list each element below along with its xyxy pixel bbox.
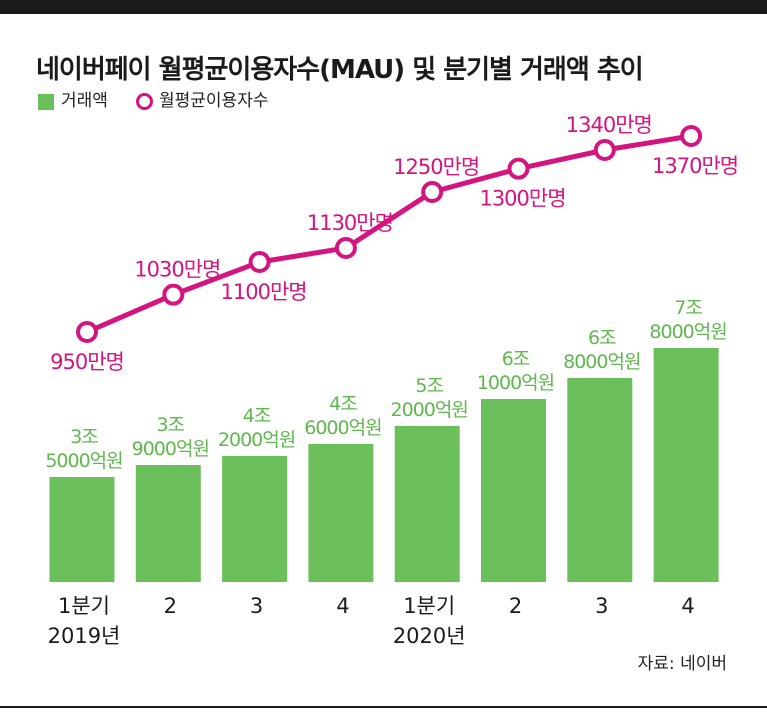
x-tick-label: 2 [509, 594, 522, 618]
x-tick-label: 1분기 2020년 [393, 594, 466, 648]
mau-point-8 [680, 125, 703, 147]
chart-title: 네이버페이 월평균이용자수(MAU) 및 분기별 거래액 추이 [36, 55, 644, 85]
bottom-rule [0, 706, 767, 708]
top-rule [0, 0, 767, 14]
mau-line [86, 133, 692, 335]
bar-value-label: 4조 2000억원 [218, 405, 295, 451]
source-note: 자료: 네이버 [637, 654, 727, 674]
legend-line-label: 월평균이용자수 [159, 91, 269, 111]
bar-1 [49, 477, 115, 582]
x-tick-label: 3 [595, 594, 608, 618]
x-tick-label: 2 [164, 594, 177, 618]
x-tick-label: 3 [250, 594, 263, 618]
bar-value-label: 6조 1000억원 [477, 348, 554, 394]
x-tick-label: 4 [681, 594, 694, 618]
bar-3 [222, 456, 288, 582]
bar-5 [394, 426, 460, 582]
mau-value-label: 1370만명 [652, 154, 738, 178]
mau-value-label: 1130만명 [307, 211, 393, 235]
legend-bar-swatch [38, 94, 54, 110]
mau-point-4 [334, 237, 357, 259]
bar-value-label: 7조 8000억원 [649, 297, 726, 343]
mau-value-label: 950만명 [50, 350, 124, 374]
mau-value-label: 1340만명 [566, 113, 652, 137]
bar-4 [308, 444, 374, 582]
bar-value-label: 5조 2000억원 [391, 375, 468, 421]
mau-value-label: 1030만명 [134, 258, 220, 282]
mau-value-label: 1100만명 [221, 280, 307, 304]
bar-6 [481, 399, 546, 582]
bar-value-label: 6조 8000억원 [563, 327, 640, 373]
bar-7 [567, 378, 633, 582]
mau-point-7 [593, 139, 616, 161]
mau-value-label: 1250만명 [393, 155, 479, 179]
mau-point-3 [248, 251, 271, 273]
mau-point-1 [76, 321, 98, 343]
bar-value-label: 4조 6000억원 [304, 393, 381, 439]
mau-value-label: 1300만명 [479, 187, 565, 211]
x-tick-label: 4 [336, 594, 349, 618]
legend-bar-label: 거래액 [61, 91, 108, 111]
legend-line-swatch [136, 93, 153, 110]
bar-2 [135, 465, 201, 582]
bar-value-label: 3조 9000억원 [132, 414, 209, 460]
bar-8 [653, 348, 719, 582]
mau-point-5 [421, 181, 444, 203]
x-tick-label: 1분기 2019년 [48, 594, 121, 648]
bar-value-label: 3조 5000억원 [45, 426, 122, 472]
mau-point-2 [162, 283, 185, 306]
mau-point-6 [507, 157, 530, 180]
